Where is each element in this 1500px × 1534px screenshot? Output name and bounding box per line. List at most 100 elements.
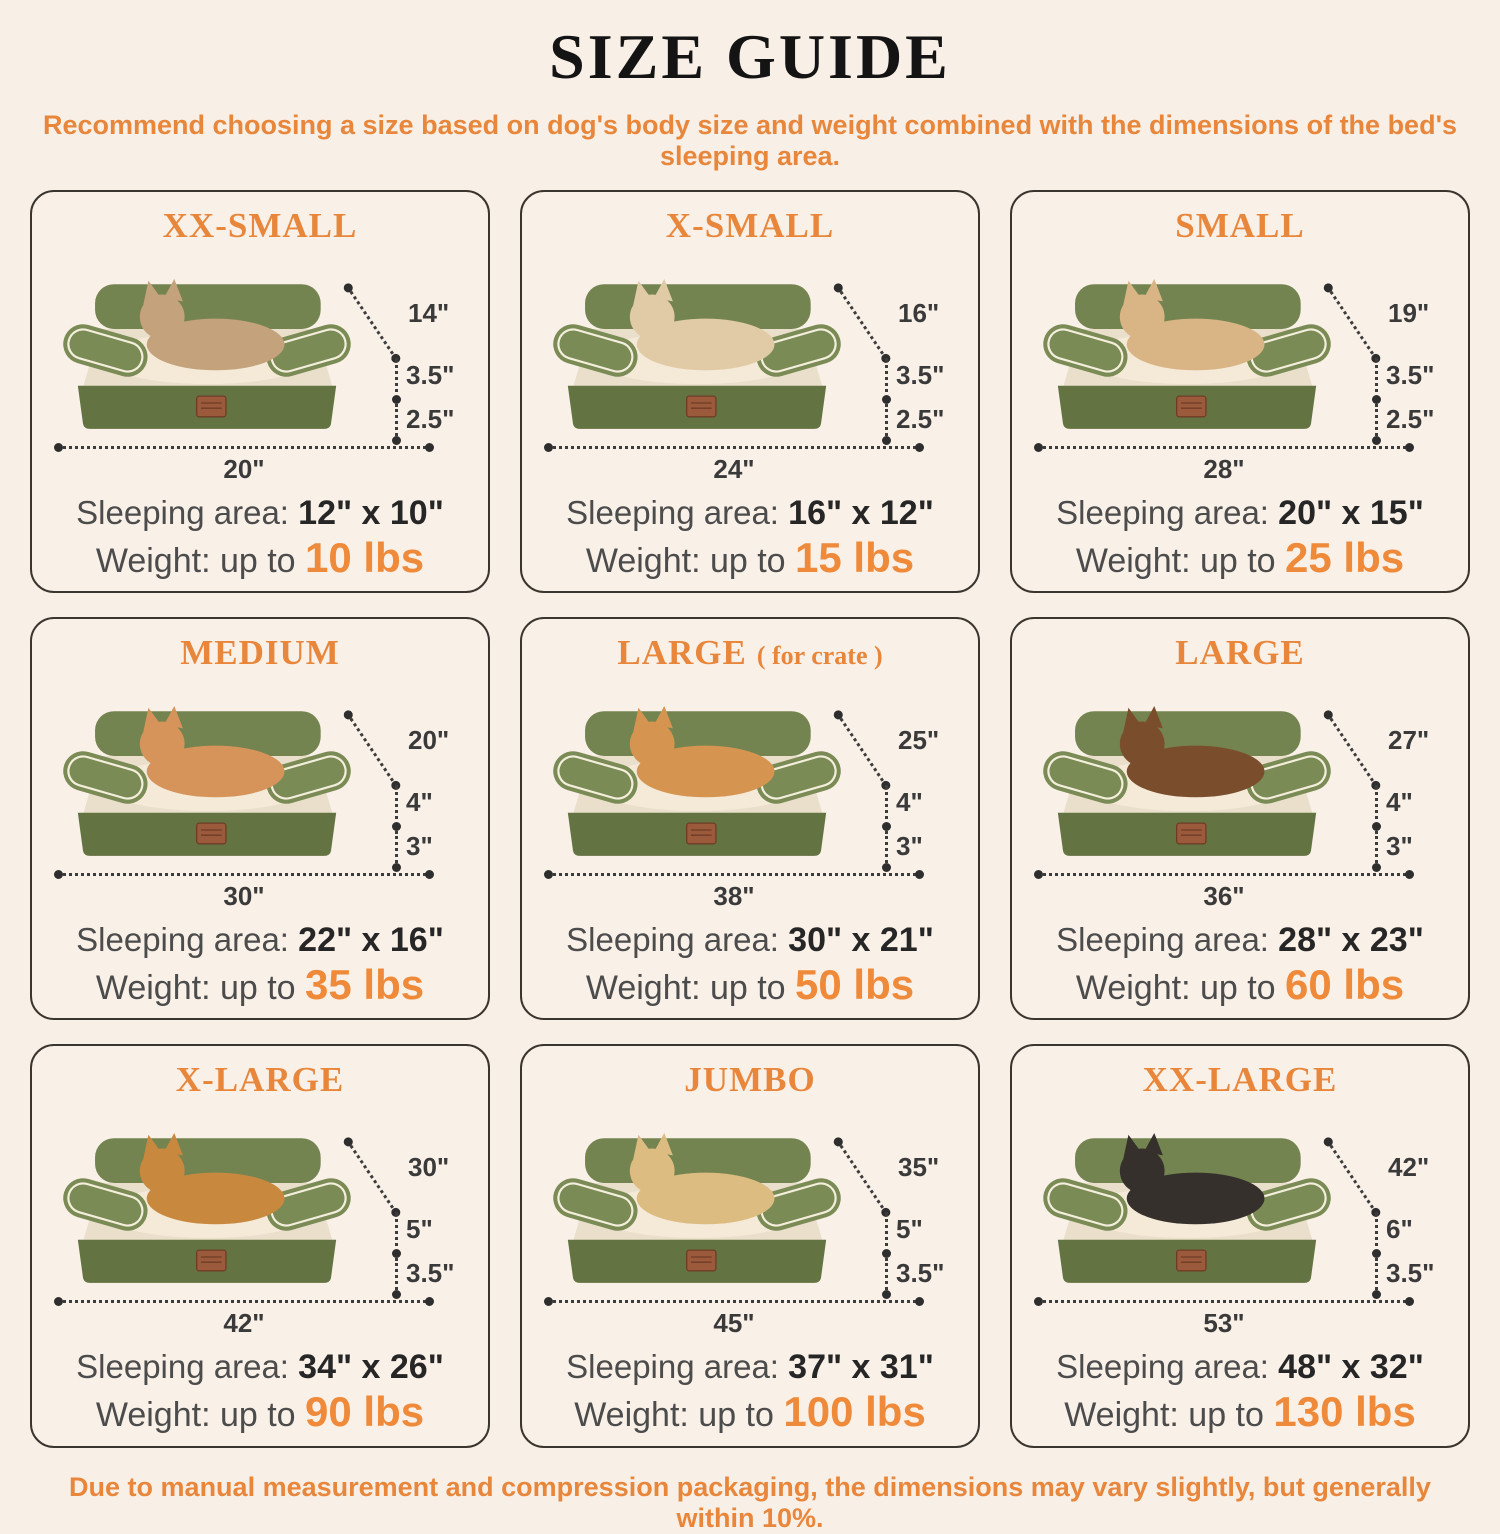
base-height-dim-label: 2.5" [896,404,945,434]
sleeping-area-line: Sleeping area: 28" x 23" [1032,921,1448,960]
size-grid: XX-SMALL 14" 3.5" 2.5" 20" Sleeping area… [0,172,1500,1448]
weight-value: 15 lbs [795,534,915,581]
sleeping-area-value: 34" x 26" [298,1348,444,1387]
sleeping-area-value: 48" x 32" [1278,1348,1424,1387]
sleeping-area-value: 28" x 23" [1278,921,1424,960]
weight-upto: up to [698,1396,774,1435]
bed-illustration: 20" 4" 3" 30" [52,673,468,913]
size-label-suffix: ( for crate ) [756,641,883,671]
dog-bed-icon [57,1133,357,1285]
bed-illustration: 30" 5" 3.5" 42" [52,1100,468,1340]
sleeping-area-value: 20" x 15" [1278,494,1424,532]
depth-dim-label: 14" [408,298,450,328]
bed-illustration: 25" 4" 3" 38" [542,673,958,913]
weight-value: 25 lbs [1285,534,1405,581]
weight-upto: up to [709,542,786,580]
size-name: XX-SMALL [52,206,468,246]
sleeping-area-line: Sleeping area: 37" x 31" [542,1348,958,1387]
size-label: LARGE [617,633,747,673]
bolster-height-dim-line [392,785,401,832]
depth-dim-label: 16" [898,298,940,328]
sleeping-area-label: Sleeping area: [76,921,289,959]
bolster-height-dim-label: 3.5" [896,360,945,390]
weight-value: 60 lbs [1285,961,1405,1009]
weight-line: Weight: up to 50 lbs [542,962,958,1008]
width-dim-label: 42" [223,1308,265,1339]
bolster-height-dim-line [1372,358,1381,404]
dog-bed-icon [1037,279,1337,430]
weight-value: 130 lbs [1273,1388,1416,1436]
page-header: SIZE GUIDE Recommend choosing a size bas… [0,20,1500,172]
base-height-dim-line [882,831,891,873]
sleeping-area-value: 22" x 16" [298,921,444,960]
weight-upto: up to [1199,969,1276,1008]
bolster-height-dim-line [1372,785,1381,832]
bolster-height-dim-label: 4" [896,787,923,818]
weight-line: Weight: up to 60 lbs [1032,962,1448,1008]
weight-value: 50 lbs [795,961,915,1009]
depth-dim-label: 20" [408,725,450,756]
bolster-height-dim-line [1372,1212,1381,1259]
weight-upto: up to [219,969,296,1008]
base-height-dim-label: 2.5" [1386,404,1435,434]
base-height-dim-line [1372,831,1381,873]
bolster-height-dim-line [392,1212,401,1259]
width-dim-label: 38" [713,881,755,912]
depth-dim-label: 19" [1388,298,1430,328]
weight-line: Weight: up to 100 lbs [542,1389,958,1435]
depth-dim-label: 25" [898,725,940,756]
bed-illustration: 16" 3.5" 2.5" 24" [542,246,958,486]
weight-upto: up to [1199,542,1276,580]
dog-bed-icon [57,279,357,430]
weight-label: Weight: [1075,969,1191,1008]
base-height-dim-label: 3" [1386,831,1413,862]
width-dim-line [54,1297,434,1307]
width-dim-line [1034,443,1414,452]
size-card-xx-large: XX-LARGE 42" 6" 3.5" 53" Sleeping area: … [1010,1044,1470,1448]
depth-dim-label: 27" [1388,725,1430,756]
bolster-height-dim-label: 5" [406,1214,433,1245]
weight-label: Weight: [585,542,701,580]
base-height-dim-label: 2.5" [406,404,455,434]
size-label: MEDIUM [180,633,340,673]
width-dim-line [1034,1297,1414,1307]
weight-label: Weight: [585,969,701,1008]
weight-label: Weight: [95,1396,211,1435]
sleeping-area-value: 37" x 31" [788,1348,934,1387]
sleeping-area-line: Sleeping area: 48" x 32" [1032,1348,1448,1387]
dog-bed-icon [1037,1133,1337,1285]
bolster-height-dim-line [882,1212,891,1259]
size-name: SMALL [1032,206,1448,246]
bolster-height-dim-line [882,358,891,404]
size-label: X-SMALL [665,206,835,245]
sleeping-area-label: Sleeping area: [1056,921,1269,959]
weight-line: Weight: up to 10 lbs [52,534,468,581]
width-dim-line [1034,870,1414,880]
sleeping-area-value: 16" x 12" [788,494,934,532]
weight-label: Weight: [574,1396,689,1435]
size-label: XX-SMALL [162,206,358,245]
sleeping-area-label: Sleeping area: [76,494,289,531]
bolster-height-dim-line [392,358,401,404]
sleeping-area-line: Sleeping area: 34" x 26" [52,1348,468,1387]
sleeping-area-value: 30" x 21" [788,921,934,960]
size-name: XX-LARGE [1032,1060,1448,1100]
weight-label: Weight: [1064,1396,1179,1435]
base-height-dim-label: 3.5" [406,1258,455,1289]
weight-line: Weight: up to 90 lbs [52,1389,468,1435]
bed-illustration: 42" 6" 3.5" 53" [1032,1100,1448,1340]
sleeping-area-line: Sleeping area: 20" x 15" [1032,494,1448,533]
page-footer: Due to manual measurement and compressio… [0,1472,1500,1534]
size-label: X-LARGE [175,1060,345,1100]
sleeping-area-label: Sleeping area: [76,1348,289,1386]
sleeping-area-value: 12" x 10" [298,494,444,532]
base-height-dim-line [392,1258,401,1300]
page-title: SIZE GUIDE [549,21,951,92]
bed-illustration: 27" 4" 3" 36" [1032,673,1448,913]
width-dim-label: 45" [713,1308,755,1339]
base-height-dim-line [392,404,401,445]
bolster-height-dim-label: 4" [1386,787,1413,818]
width-dim-line [54,443,434,452]
dog-bed-icon [547,706,847,858]
weight-line: Weight: up to 130 lbs [1032,1389,1448,1435]
